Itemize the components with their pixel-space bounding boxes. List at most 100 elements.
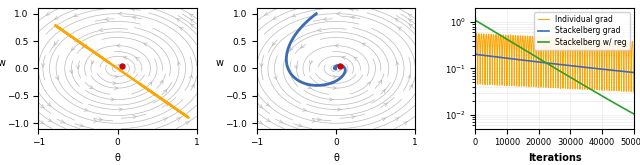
- FancyArrowPatch shape: [351, 115, 355, 119]
- Individual grad: [512, 34, 520, 36]
- X-axis label: Iterations: Iterations: [527, 153, 581, 163]
- FancyArrowPatch shape: [74, 14, 77, 17]
- FancyArrowPatch shape: [310, 61, 313, 64]
- FancyArrowPatch shape: [89, 85, 93, 89]
- FancyArrowPatch shape: [259, 104, 263, 108]
- FancyArrowPatch shape: [177, 117, 180, 121]
- Line: Individual grad: Individual grad: [476, 15, 634, 92]
- Stackelberg grad: [472, 27, 479, 29]
- FancyArrowPatch shape: [259, 121, 262, 124]
- FancyArrowPatch shape: [398, 27, 402, 31]
- Y-axis label: w: w: [0, 58, 5, 68]
- FancyArrowPatch shape: [115, 86, 118, 90]
- Stackelberg grad: [512, 58, 520, 60]
- FancyArrowPatch shape: [301, 45, 304, 48]
- FancyArrowPatch shape: [298, 124, 302, 127]
- FancyArrowPatch shape: [99, 28, 103, 32]
- Line: Stackelberg grad: Stackelberg grad: [476, 28, 634, 72]
- FancyArrowPatch shape: [294, 65, 298, 69]
- Stackelberg grad: [500, 57, 508, 59]
- Individual grad: [630, 91, 637, 93]
- FancyArrowPatch shape: [118, 12, 122, 15]
- FancyArrowPatch shape: [264, 12, 269, 16]
- FancyArrowPatch shape: [136, 57, 140, 61]
- FancyArrowPatch shape: [349, 8, 353, 11]
- Stackelberg w/ reg: [500, 36, 508, 38]
- Stackelberg grad: [630, 71, 637, 73]
- FancyArrowPatch shape: [408, 19, 413, 22]
- FancyArrowPatch shape: [378, 80, 381, 84]
- FancyArrowPatch shape: [118, 64, 122, 67]
- FancyArrowPatch shape: [362, 43, 366, 46]
- Individual grad: [500, 34, 508, 36]
- FancyArrowPatch shape: [99, 118, 102, 121]
- FancyArrowPatch shape: [132, 16, 136, 19]
- FancyArrowPatch shape: [288, 70, 291, 73]
- FancyArrowPatch shape: [382, 89, 385, 93]
- Stackelberg grad: [563, 64, 571, 66]
- FancyArrowPatch shape: [48, 118, 52, 122]
- FancyArrowPatch shape: [395, 117, 399, 121]
- FancyArrowPatch shape: [396, 62, 399, 66]
- FancyArrowPatch shape: [148, 82, 152, 86]
- FancyArrowPatch shape: [351, 16, 355, 19]
- FancyArrowPatch shape: [72, 47, 75, 50]
- FancyArrowPatch shape: [266, 103, 269, 106]
- FancyArrowPatch shape: [354, 57, 358, 61]
- Individual grad: [625, 77, 632, 79]
- Line: Stackelberg w/ reg: Stackelberg w/ reg: [476, 17, 634, 114]
- FancyArrowPatch shape: [317, 28, 321, 32]
- FancyArrowPatch shape: [70, 70, 73, 73]
- FancyArrowPatch shape: [317, 118, 321, 121]
- FancyArrowPatch shape: [290, 47, 293, 50]
- FancyArrowPatch shape: [163, 89, 167, 93]
- FancyArrowPatch shape: [279, 120, 283, 123]
- Legend: Individual grad, Stackelberg grad, Stackelberg w/ reg: Individual grad, Stackelberg grad, Stack…: [534, 12, 630, 50]
- FancyArrowPatch shape: [40, 104, 44, 108]
- FancyArrowPatch shape: [409, 24, 413, 27]
- FancyArrowPatch shape: [46, 12, 50, 16]
- Stackelberg w/ reg: [602, 97, 610, 99]
- FancyArrowPatch shape: [84, 108, 88, 111]
- FancyArrowPatch shape: [395, 18, 399, 22]
- FancyArrowPatch shape: [331, 82, 335, 85]
- FancyArrowPatch shape: [408, 75, 411, 79]
- Individual grad: [602, 40, 610, 42]
- FancyArrowPatch shape: [131, 8, 135, 11]
- FancyArrowPatch shape: [91, 61, 94, 64]
- Stackelberg w/ reg: [625, 110, 632, 112]
- FancyArrowPatch shape: [383, 103, 388, 107]
- FancyArrowPatch shape: [105, 17, 109, 21]
- Stackelberg w/ reg: [512, 43, 520, 45]
- FancyArrowPatch shape: [292, 14, 296, 17]
- FancyArrowPatch shape: [143, 43, 147, 46]
- FancyArrowPatch shape: [42, 64, 45, 67]
- FancyArrowPatch shape: [260, 64, 263, 67]
- FancyArrowPatch shape: [176, 18, 180, 22]
- FancyArrowPatch shape: [115, 75, 118, 79]
- FancyArrowPatch shape: [191, 84, 195, 88]
- FancyArrowPatch shape: [189, 75, 193, 79]
- X-axis label: θ: θ: [333, 153, 339, 163]
- FancyArrowPatch shape: [333, 75, 337, 79]
- Stackelberg grad: [625, 71, 632, 73]
- Y-axis label: w: w: [216, 58, 224, 68]
- FancyArrowPatch shape: [312, 119, 316, 122]
- FancyArrowPatch shape: [133, 115, 137, 119]
- FancyArrowPatch shape: [54, 42, 58, 45]
- FancyArrowPatch shape: [54, 16, 59, 19]
- FancyArrowPatch shape: [56, 76, 58, 80]
- FancyArrowPatch shape: [190, 24, 195, 27]
- FancyArrowPatch shape: [303, 108, 307, 111]
- FancyArrowPatch shape: [333, 86, 336, 90]
- FancyArrowPatch shape: [367, 82, 371, 86]
- FancyArrowPatch shape: [323, 17, 327, 21]
- Individual grad: [472, 14, 479, 16]
- FancyArrowPatch shape: [47, 103, 51, 106]
- FancyArrowPatch shape: [185, 121, 189, 125]
- FancyArrowPatch shape: [266, 118, 271, 122]
- FancyArrowPatch shape: [381, 118, 386, 121]
- Stackelberg w/ reg: [563, 74, 571, 76]
- FancyArrowPatch shape: [330, 98, 333, 101]
- FancyArrowPatch shape: [337, 64, 340, 67]
